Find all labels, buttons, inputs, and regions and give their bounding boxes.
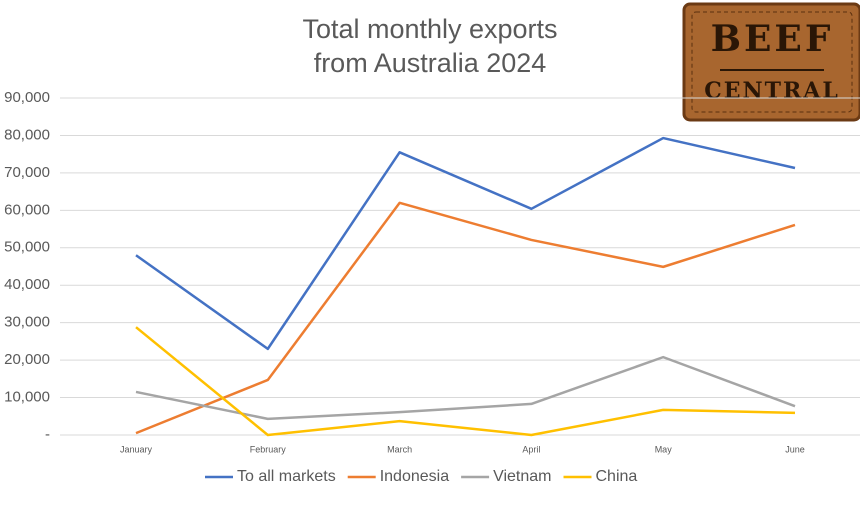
x-tick-label: June (785, 444, 805, 454)
y-tick-label: 10,000 (4, 389, 50, 406)
x-tick-label: February (250, 444, 287, 454)
legend-label: Vietnam (493, 468, 551, 485)
x-tick-label: March (387, 444, 412, 454)
legend-label: To all markets (237, 468, 336, 485)
series-line (135, 326, 796, 437)
x-tick-label: May (655, 444, 673, 454)
x-tick-label: April (522, 444, 540, 454)
y-tick-label: 30,000 (4, 314, 50, 331)
logo-text: BEEF (711, 18, 834, 60)
series-line (135, 136, 796, 351)
series-line (135, 355, 796, 421)
x-tick-label: January (120, 444, 153, 454)
y-tick-label: 50,000 (4, 239, 50, 256)
logo-badge (682, 2, 860, 122)
logo: BEEF CENTRAL (682, 2, 860, 122)
chart-title: Total monthly exports from Australia 202… (302, 14, 558, 78)
legend-label: Indonesia (380, 468, 449, 485)
legend-label: China (596, 468, 638, 485)
y-tick-label: 60,000 (4, 201, 50, 218)
y-tick-label: 40,000 (4, 276, 50, 293)
y-tick-label: 20,000 (4, 351, 50, 368)
logo-text: CENTRAL (704, 78, 840, 104)
y-tick-label: 90,000 (4, 89, 50, 106)
y-tick-label: 80,000 (4, 126, 50, 143)
logo-stitch (691, 11, 853, 113)
y-tick-label: - (45, 426, 50, 443)
y-tick-label: 70,000 (4, 164, 50, 181)
series-line (135, 201, 796, 435)
